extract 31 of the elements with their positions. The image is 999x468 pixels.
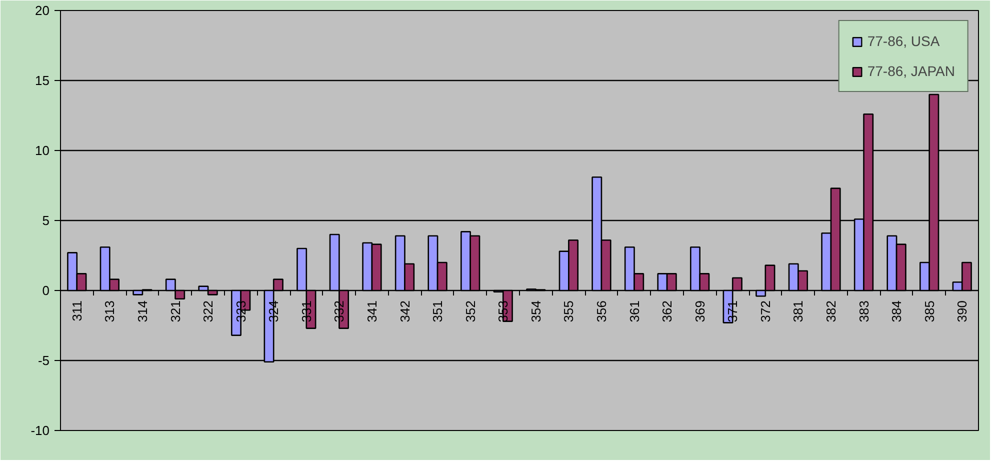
y-tick-label: -10: [30, 423, 50, 438]
y-tick-label: 10: [35, 143, 50, 158]
x-tick-label: 381: [790, 300, 806, 322]
x-tick-label: 385: [922, 300, 937, 322]
legend-label: 77-86, USA: [867, 33, 940, 49]
x-tick-label: 351: [430, 300, 446, 322]
x-tick-label: 384: [889, 300, 904, 322]
legend-label: 77-86, JAPAN: [867, 63, 955, 79]
x-tick-label: 314: [134, 300, 150, 322]
x-tick-label: 354: [528, 300, 544, 322]
x-tick-label: 356: [594, 300, 609, 322]
x-tick-label: 322: [200, 300, 216, 322]
x-tick-label: 321: [168, 300, 183, 322]
x-tick-label: 383: [856, 300, 872, 322]
y-tick-label: 0: [42, 283, 50, 298]
x-tick-label: 382: [823, 300, 838, 322]
x-tick-label: 390: [954, 300, 970, 322]
x-tick-label: 342: [397, 300, 412, 322]
x-tick-label: 361: [626, 300, 642, 322]
x-tick-label: 362: [660, 300, 675, 322]
x-tick-label: 355: [561, 300, 576, 322]
x-tick-label: 311: [69, 300, 84, 322]
y-tick-label: 15: [35, 73, 50, 88]
x-tick-label: 352: [462, 300, 478, 322]
x-tick-label: 369: [692, 300, 708, 322]
x-tick-label: 372: [758, 300, 773, 322]
x-tick-label: 313: [102, 300, 118, 322]
y-tick-label: -5: [38, 353, 50, 368]
y-tick-label: 5: [42, 213, 50, 228]
y-tick-label: 20: [35, 3, 50, 18]
x-tick-label: 341: [364, 300, 380, 322]
